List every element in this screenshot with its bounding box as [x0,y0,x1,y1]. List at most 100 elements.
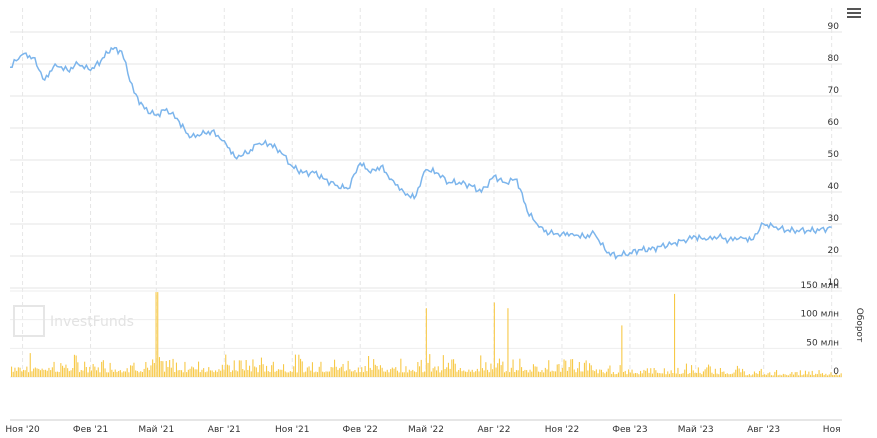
x-tick-label: Авг '21 [208,425,241,435]
volume-bar [99,372,101,377]
volume-bar [386,369,388,377]
volume-bar [131,365,133,377]
volume-bar [332,367,334,377]
volume-bar [293,366,295,377]
volume-bar [731,373,733,377]
volume-bar [31,371,33,377]
volume-bar [638,374,640,377]
volume-bar [521,367,523,377]
volume-bar [75,355,77,377]
volume-bar [774,371,776,377]
volume-bar [347,360,349,377]
volume-bar [793,374,795,377]
volume-bar [595,369,597,377]
volume-bar [104,368,106,377]
volume-bar [26,366,28,377]
volume-bar [728,374,730,377]
volume-bar [490,363,492,377]
volume-bar [305,371,307,377]
volume-bar [680,373,682,377]
volume-bar [235,370,237,377]
volume-bar [740,372,742,377]
volume-bar [555,371,557,377]
volume-bar [587,370,589,377]
volume-bar [211,370,213,377]
volume-bar [578,362,580,377]
volume-bar [459,368,461,377]
volume-bar [378,369,380,377]
volume-bar [589,363,591,377]
volume-bar [164,371,166,377]
volume-bar [475,371,477,377]
volume-bar [442,355,444,377]
volume-bar [233,360,235,377]
volume-bar [524,369,526,377]
volume-bar [685,363,687,377]
volume-bar [838,374,840,377]
volume-bar [126,368,128,377]
price-tick-label: 80 [828,54,840,64]
volume-bar [194,369,196,377]
volume-bar [679,374,681,377]
volume-bar [281,369,283,377]
volume-bar [419,366,421,377]
volume-bar [765,374,767,377]
volume-bar [500,365,502,377]
volume-bar [735,369,737,377]
volume-bar [750,375,752,377]
volume-bar [182,372,184,377]
volume-bar [565,360,567,377]
volume-bar [623,372,625,377]
volume-bar [830,372,832,377]
volume-bar [742,368,744,377]
volume-bar [820,373,822,377]
volume-bar [747,375,749,377]
volume-bar [796,372,798,377]
volume-bar [254,366,256,377]
volume-bar [453,359,455,377]
volume-bar [410,370,412,377]
volume-bar [709,366,711,377]
volume-bar [733,372,735,377]
volume-bar [402,372,404,377]
volume-bar [599,369,601,377]
volume-bar [38,368,40,377]
volume-bar [818,370,820,377]
volume-bar [546,369,548,377]
volume-bar [85,367,87,377]
chart-menu-button[interactable] [846,6,862,20]
volume-bar [492,369,494,377]
volume-bar [723,371,725,377]
volume-bar [470,371,472,377]
volume-bar [708,364,710,377]
volume-bar [463,370,465,377]
volume-bar [322,371,324,377]
volume-bar [840,373,842,377]
volume-bar [374,364,376,377]
volume-bar [51,367,53,377]
volume-bar [430,371,432,377]
volume-bar [72,368,74,377]
volume-bar [109,362,111,377]
volume-bar [62,365,64,377]
volume-bar [158,357,160,377]
volume-bar [606,371,608,377]
volume-bars [11,292,842,377]
volume-bar [755,373,757,377]
volume-bar [403,372,405,377]
price-axis: 10 20 30 40 50 60 70 80 90 [828,22,840,288]
volume-bar [481,368,483,377]
volume-bar [73,354,75,377]
volume-bar [366,371,368,377]
volume-tick-label: 150 млн [801,281,840,291]
volume-bar [572,359,574,377]
volume-bar [186,372,188,377]
volume-bar [597,373,599,377]
volume-bar [313,372,315,377]
volume-bar [70,370,72,377]
volume-bar [60,363,62,377]
volume-bar [770,375,772,377]
volume-bar [63,367,65,377]
volume-bar [454,363,456,377]
volume-bar [303,372,305,377]
